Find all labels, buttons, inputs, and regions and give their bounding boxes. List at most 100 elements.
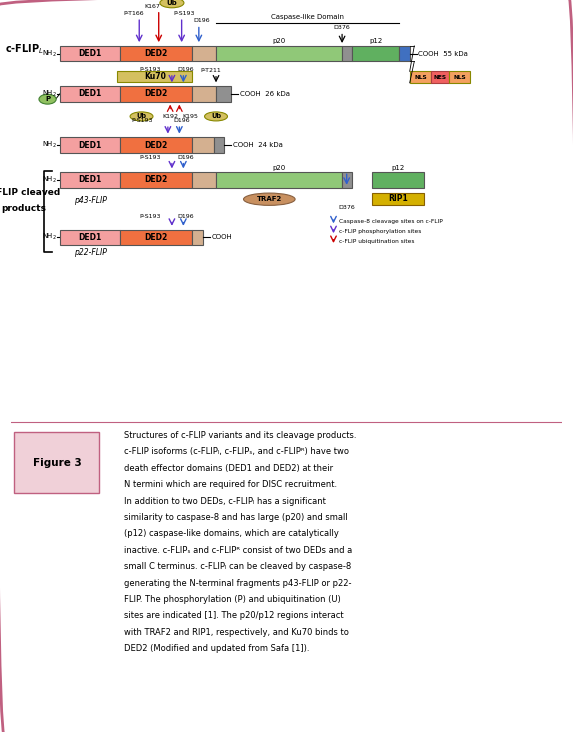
Bar: [216, 86, 231, 102]
Text: c-FLIP$_L$: c-FLIP$_L$: [5, 42, 44, 56]
Text: Ku70: Ku70: [144, 72, 166, 81]
Text: (p12) caspase-like domains, which are catalytically: (p12) caspase-like domains, which are ca…: [124, 529, 339, 538]
Text: COOH: COOH: [212, 234, 233, 240]
Text: sites are indicated [1]. The p20/p12 regions interact: sites are indicated [1]. The p20/p12 reg…: [124, 611, 344, 620]
Text: DED1: DED1: [79, 89, 102, 98]
Bar: [120, 172, 192, 187]
Text: NLS: NLS: [414, 75, 427, 80]
Bar: [216, 172, 342, 187]
Text: death effector domains (DED1 and DED2) at their: death effector domains (DED1 and DED2) a…: [124, 463, 333, 473]
Bar: [410, 71, 431, 83]
Bar: [60, 46, 120, 61]
Text: c-FLIP phosphorylation sites: c-FLIP phosphorylation sites: [339, 229, 422, 234]
Bar: [342, 172, 352, 187]
Text: generating the N-terminal fragments p43-FLIP or p22-: generating the N-terminal fragments p43-…: [124, 578, 352, 588]
Text: c-FLIP isoforms (c-FLIPₗ, c-FLIPₛ, and c-FLIPᴿ) have two: c-FLIP isoforms (c-FLIPₗ, c-FLIPₛ, and c…: [124, 447, 349, 456]
Text: DED2: DED2: [144, 176, 168, 184]
Text: Ub: Ub: [211, 113, 221, 119]
Text: TRAF2: TRAF2: [257, 196, 282, 202]
Text: DED2: DED2: [144, 89, 168, 98]
Text: COOH  55 kDa: COOH 55 kDa: [418, 51, 468, 56]
Bar: [60, 138, 120, 153]
Bar: [120, 138, 192, 153]
Text: Ub: Ub: [136, 113, 147, 119]
Text: D196: D196: [174, 119, 190, 124]
Ellipse shape: [244, 193, 295, 206]
Text: NH$_2$: NH$_2$: [42, 89, 57, 99]
Text: RIP1: RIP1: [388, 194, 408, 203]
Text: In addition to two DEDs, c-FLIPₗ has a significant: In addition to two DEDs, c-FLIPₗ has a s…: [124, 496, 326, 506]
Text: P-T166: P-T166: [123, 12, 144, 16]
Text: D196: D196: [178, 214, 194, 219]
Text: p12: p12: [391, 165, 405, 171]
Text: P-S193: P-S193: [139, 214, 160, 219]
Bar: [14, 433, 100, 493]
Bar: [372, 172, 424, 187]
Text: p20: p20: [272, 165, 286, 171]
Bar: [214, 138, 224, 153]
Bar: [431, 71, 449, 83]
Text: products: products: [2, 203, 46, 213]
Text: Caspase-like Domain: Caspase-like Domain: [271, 14, 344, 20]
Text: DED1: DED1: [79, 49, 102, 59]
Ellipse shape: [39, 94, 56, 104]
Bar: [120, 86, 192, 102]
Text: DED1: DED1: [79, 141, 102, 149]
Text: DED1: DED1: [79, 176, 102, 184]
Bar: [117, 70, 192, 82]
Bar: [192, 230, 203, 245]
Text: NLS: NLS: [453, 75, 466, 80]
Text: P-S193: P-S193: [139, 155, 160, 160]
Text: NES: NES: [434, 75, 446, 80]
Bar: [60, 86, 120, 102]
Bar: [192, 86, 216, 102]
Bar: [372, 193, 424, 205]
Text: NH$_2$: NH$_2$: [42, 232, 57, 242]
Text: D376: D376: [333, 26, 351, 30]
Bar: [120, 230, 192, 245]
Text: Caspase-8 cleavage sites on c-FLIP: Caspase-8 cleavage sites on c-FLIP: [339, 220, 443, 224]
Text: p22-FLIP: p22-FLIP: [73, 248, 107, 258]
Text: NH$_2$: NH$_2$: [42, 48, 57, 59]
Text: D196: D196: [178, 67, 194, 72]
Ellipse shape: [160, 0, 184, 8]
Text: NH$_2$: NH$_2$: [42, 175, 57, 185]
Text: DED2: DED2: [144, 141, 168, 149]
Bar: [449, 71, 470, 83]
Ellipse shape: [130, 112, 153, 121]
Text: p12: p12: [369, 38, 383, 44]
Text: K167: K167: [144, 4, 160, 9]
Text: P-S193: P-S193: [174, 12, 195, 16]
Text: Figure 3: Figure 3: [33, 458, 81, 468]
Text: P-S193: P-S193: [131, 119, 153, 124]
Text: D376: D376: [338, 205, 355, 210]
Text: inactive. c-FLIPₛ and c-FLIPᴿ consist of two DEDs and a: inactive. c-FLIPₛ and c-FLIPᴿ consist of…: [124, 546, 352, 555]
Bar: [120, 46, 192, 61]
Bar: [60, 172, 120, 187]
Text: D196: D196: [193, 18, 210, 23]
Text: DED2: DED2: [144, 233, 168, 242]
Text: p43-FLIP: p43-FLIP: [73, 196, 107, 205]
Bar: [352, 46, 399, 61]
Text: c-FLIP cleaved: c-FLIP cleaved: [0, 188, 61, 197]
Text: P-S193: P-S193: [139, 67, 160, 72]
Text: similarity to caspase-8 and has large (p20) and small: similarity to caspase-8 and has large (p…: [124, 513, 348, 522]
Text: DED1: DED1: [79, 233, 102, 242]
Text: COOH  24 kDa: COOH 24 kDa: [233, 142, 282, 148]
Bar: [216, 46, 342, 61]
Bar: [60, 230, 120, 245]
Text: c-FLIP ubiquitination sites: c-FLIP ubiquitination sites: [339, 239, 415, 244]
Text: P-T211: P-T211: [201, 68, 221, 73]
Text: with TRAF2 and RIP1, respectively, and Ku70 binds to: with TRAF2 and RIP1, respectively, and K…: [124, 628, 349, 637]
Text: p20: p20: [272, 38, 286, 44]
Text: P: P: [45, 96, 50, 102]
Bar: [192, 46, 216, 61]
Text: Ub: Ub: [167, 0, 177, 6]
Text: K192: K192: [162, 114, 178, 119]
Text: DED2: DED2: [144, 49, 168, 59]
Text: NH$_2$: NH$_2$: [42, 140, 57, 150]
Text: D196: D196: [178, 155, 194, 160]
Bar: [399, 46, 410, 61]
Text: K195: K195: [183, 114, 199, 119]
Text: COOH  26 kDa: COOH 26 kDa: [240, 91, 289, 97]
